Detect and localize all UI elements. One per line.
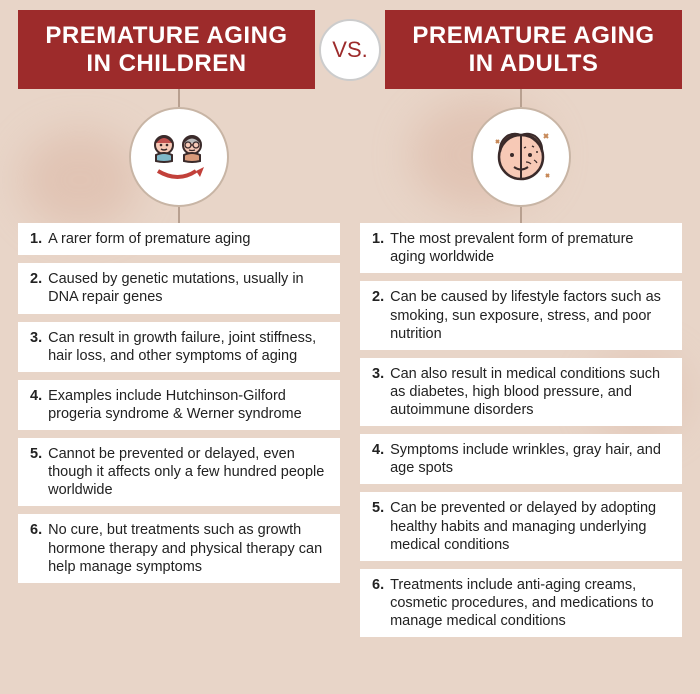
connector [178, 89, 180, 107]
item-text: Examples include Hutchinson-Gilford prog… [48, 387, 328, 423]
vs-badge: VS. [319, 19, 381, 81]
item-num: 4. [30, 387, 42, 423]
list-item: 5.Can be prevented or delayed by adoptin… [360, 492, 682, 560]
item-text: Can result in growth failure, joint stif… [48, 329, 328, 365]
list-item: 2.Caused by genetic mutations, usually i… [18, 263, 340, 313]
list-item: 1. A rarer form of premature aging [18, 223, 340, 255]
connector [520, 89, 522, 107]
children-aging-icon [129, 107, 229, 207]
list-item: 6.Treatments include anti-aging creams, … [360, 569, 682, 637]
item-text: Can be caused by lifestyle factors such … [390, 288, 670, 342]
item-num: 4. [372, 441, 384, 477]
item-num: 2. [372, 288, 384, 342]
item-num: 5. [372, 499, 384, 553]
item-num: 1. [30, 230, 42, 248]
vs-wrap: VS. [315, 10, 385, 89]
right-column: 1.The most prevalent form of premature a… [360, 89, 682, 637]
header-left-line2: IN CHILDREN [26, 50, 307, 78]
left-items: 1. A rarer form of premature aging 2.Caus… [18, 223, 340, 583]
right-items: 1.The most prevalent form of premature a… [360, 223, 682, 637]
header-row: PREMATURE AGING IN CHILDREN VS. PREMATUR… [0, 0, 700, 89]
list-item: 4.Examples include Hutchinson-Gilford pr… [18, 380, 340, 430]
columns: 1.A rarer form of premature aging 2.Caus… [0, 89, 700, 649]
header-right-line1: PREMATURE AGING [393, 22, 674, 50]
connector [520, 207, 522, 223]
list-item: 6.No cure, but treatments such as growth… [18, 514, 340, 582]
item-num: 1. [372, 230, 384, 266]
item-text: Symptoms include wrinkles, gray hair, an… [390, 441, 670, 477]
item-num: 2. [30, 270, 42, 306]
list-item: 3.Can also result in medical conditions … [360, 358, 682, 426]
item-text: Treatments include anti-aging creams, co… [390, 576, 670, 630]
item-text: Caused by genetic mutations, usually in … [48, 270, 328, 306]
list-item: 4.Symptoms include wrinkles, gray hair, … [360, 434, 682, 484]
header-left: PREMATURE AGING IN CHILDREN [18, 10, 315, 89]
list-item: 3.Can result in growth failure, joint st… [18, 322, 340, 372]
item-text: A rarer form of premature aging [48, 230, 328, 248]
list-item: 2.Can be caused by lifestyle factors suc… [360, 281, 682, 349]
header-right-line2: IN ADULTS [393, 50, 674, 78]
item-text: No cure, but treatments such as growth h… [48, 521, 328, 575]
header-left-line1: PREMATURE AGING [26, 22, 307, 50]
list-item: 1.The most prevalent form of premature a… [360, 223, 682, 273]
list-item: 5.Cannot be prevented or delayed, even t… [18, 438, 340, 506]
item-text: Cannot be prevented or delayed, even tho… [48, 445, 328, 499]
item-num: 5. [30, 445, 42, 499]
item-text: Can also result in medical conditions su… [390, 365, 670, 419]
item-num: 6. [30, 521, 42, 575]
connector [178, 207, 180, 223]
item-text: The most prevalent form of premature agi… [390, 230, 670, 266]
item-num: 6. [372, 576, 384, 630]
header-right: PREMATURE AGING IN ADULTS [385, 10, 682, 89]
adult-aging-icon [471, 107, 571, 207]
item-num: 3. [30, 329, 42, 365]
item-text: Can be prevented or delayed by adopting … [390, 499, 670, 553]
item-num: 3. [372, 365, 384, 419]
left-column: 1. A rarer form of premature aging 2.Caus… [18, 89, 340, 637]
